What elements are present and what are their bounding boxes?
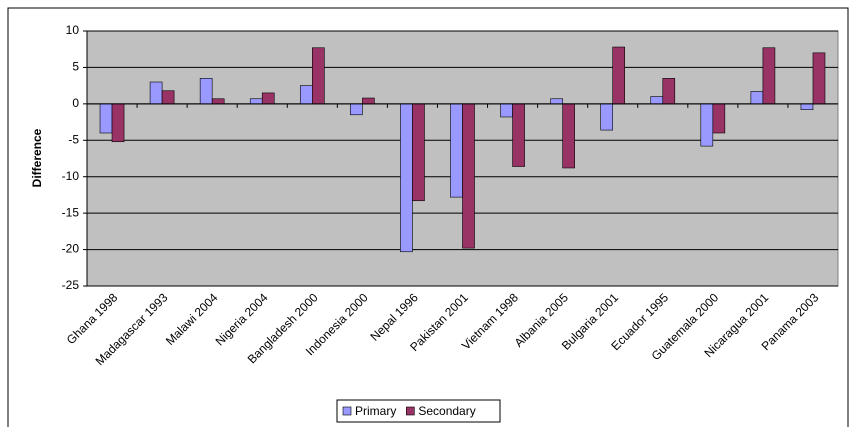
y-axis-title: Difference (30, 128, 44, 187)
bar (299, 85, 313, 105)
bar (149, 81, 163, 105)
y-tick-label: 10 (66, 23, 80, 37)
bar (800, 103, 814, 110)
y-tick-label: -15 (62, 205, 80, 219)
bar (400, 103, 413, 253)
bar (462, 103, 475, 249)
bar (249, 98, 263, 105)
bar (662, 78, 676, 105)
bar (712, 103, 726, 134)
bar (700, 103, 714, 147)
bar (261, 92, 275, 105)
y-tick-label: -25 (62, 278, 80, 292)
y-tick-label: 5 (72, 60, 79, 74)
bar (362, 97, 375, 105)
bar (512, 103, 525, 167)
y-tick-label: -10 (62, 169, 80, 183)
bar (600, 103, 614, 131)
y-tick-label: -20 (62, 242, 80, 256)
bar (612, 46, 626, 105)
legend-label: Primary (355, 404, 396, 418)
bar (99, 103, 113, 134)
bar (412, 103, 425, 202)
legend-swatch (342, 406, 352, 416)
bar (450, 103, 463, 198)
bar (161, 90, 175, 105)
bar (762, 47, 776, 105)
bar (812, 52, 826, 105)
bar (562, 103, 575, 169)
bar (500, 103, 513, 118)
y-tick-label: -5 (68, 132, 79, 146)
y-tick-label: 0 (72, 96, 79, 110)
bar (111, 103, 125, 143)
bar (550, 98, 563, 105)
bar (350, 103, 363, 116)
bar (199, 78, 213, 105)
bar (750, 91, 764, 105)
bar (311, 47, 325, 105)
bar (211, 98, 225, 105)
legend-swatch (406, 406, 415, 416)
legend-box (336, 399, 501, 423)
bar (650, 96, 664, 105)
legend-label: Secondary (418, 404, 475, 418)
